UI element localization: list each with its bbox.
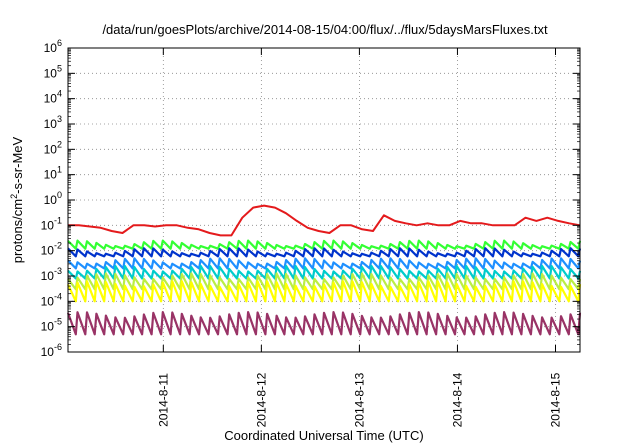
series-line-5	[67, 272, 582, 291]
series-line-4	[67, 264, 582, 280]
series-line-7	[66, 311, 582, 336]
x-axis-ticks: 2014-8-11 2014-8-12 2014-8-13 2014-8-14 2014…	[156, 48, 562, 427]
x-tick-label: 2014-8-12	[254, 372, 268, 427]
x-axis-label: Coordinated Universal Time (UTC)	[224, 428, 423, 443]
y-tick-label: 106	[44, 38, 62, 55]
x-tick-label: 2014-8-15	[548, 372, 562, 427]
series-line-0	[68, 204, 581, 237]
y-axis-ticks: 10-6 10-5 10-4 10-3 10-2 10-1 100 101 102 103 104 1…	[41, 38, 580, 359]
y-tick-label: 102	[44, 139, 62, 156]
x-tick-label: 2014-8-14	[450, 372, 464, 427]
series-line-2	[67, 247, 582, 258]
chart-title: /data/run/goesPlots/archive/2014-08-15/0…	[102, 22, 548, 37]
y-tick-label: 10-3	[41, 266, 62, 283]
y-tick-label: 10-5	[41, 317, 62, 334]
y-tick-label: 10-2	[41, 241, 62, 258]
y-tick-label: 105	[44, 63, 62, 80]
y-tick-label: 10-1	[41, 215, 62, 232]
y-axis-label: protons/cm2-s-sr-MeV	[9, 136, 25, 263]
grid	[68, 48, 580, 352]
series-line-3	[67, 257, 582, 270]
series-layer	[66, 204, 582, 336]
x-tick-label: 2014-8-13	[352, 372, 366, 427]
y-tick-label: 101	[44, 165, 62, 182]
x-tick-label: 2014-8-11	[156, 373, 170, 427]
y-tick-label: 10-6	[41, 342, 62, 359]
series-line-6	[67, 280, 582, 303]
series-line-1	[67, 239, 582, 250]
y-axis-label-unit: protons/cm	[10, 199, 25, 263]
y-axis-label-rest: -s-sr-MeV	[10, 136, 25, 193]
y-tick-label: 10-4	[41, 291, 62, 308]
y-tick-label: 103	[44, 114, 62, 131]
y-axis-label-exponent: 2	[9, 194, 19, 199]
y-tick-label: 100	[44, 190, 62, 207]
y-tick-label: 104	[44, 89, 62, 106]
